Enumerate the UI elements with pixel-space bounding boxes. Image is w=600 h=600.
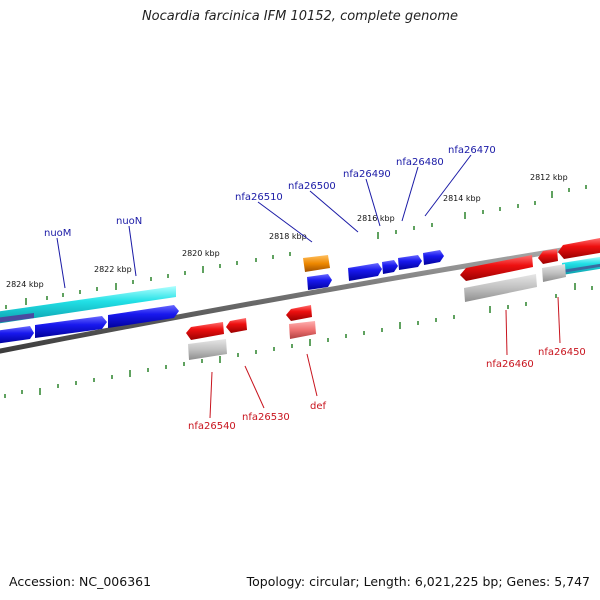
tick-label-2820: 2820 kbp [182, 249, 220, 258]
cds-shadow-4 [542, 264, 566, 282]
gene-arrow-fwd-2 [35, 316, 107, 338]
genome-summary-text: Topology: circular; Length: 6,021,225 bp… [246, 574, 590, 589]
tick-label-2812: 2812 kbp [530, 173, 568, 182]
gene-arrow-fwd-1 [0, 326, 34, 344]
genome-axis [0, 241, 600, 354]
gene-label-nuoN: nuoN [116, 216, 142, 227]
tick-labels: 2824 kbp 2822 kbp 2820 kbp 2818 kbp 2816… [6, 173, 568, 289]
gene-arrow-fwd-8 [423, 250, 444, 265]
cds-shadow-2 [289, 321, 316, 339]
gene-arrow-fwd-5 [348, 263, 382, 281]
forward-genes [0, 250, 444, 344]
label-leaders-bottom [209, 296, 561, 419]
lower-tick-track [4, 283, 593, 398]
cds-shadow-3 [464, 274, 537, 302]
gene-label-nfa26460: nfa26460 [486, 359, 534, 370]
gene-label-nfa26510: nfa26510 [235, 192, 283, 203]
gene-arrow-rev-1 [186, 322, 224, 340]
gene-arrow-fwd-7 [398, 255, 422, 270]
rna-feature [303, 255, 330, 272]
tick-label-2814: 2814 kbp [443, 194, 481, 203]
operon-bar-right-dark [562, 263, 600, 273]
tick-label-2816: 2816 kbp [357, 214, 395, 223]
operon-features [0, 256, 600, 324]
gene-arrow-rev-5 [538, 249, 558, 264]
operon-bar-left-dark [0, 313, 34, 323]
upper-tick-track [5, 185, 587, 309]
gene-arrow-rev-4 [460, 255, 533, 281]
operon-bar-left [0, 286, 176, 324]
gene-label-nfa26530: nfa26530 [242, 412, 290, 423]
accession-text: Accession: NC_006361 [9, 574, 152, 589]
gene-label-nfa26470: nfa26470 [448, 145, 496, 156]
tick-label-2822: 2822 kbp [94, 265, 132, 274]
gene-arrow-fwd-6 [382, 260, 398, 274]
tick-label-2824: 2824 kbp [6, 280, 44, 289]
gene-arrow-fwd-4 [307, 274, 332, 290]
gene-label-nfa26540: nfa26540 [188, 421, 236, 432]
gene-label-nfa26500: nfa26500 [288, 181, 336, 192]
gene-arrow-rev-3 [286, 305, 312, 321]
gene-arrow-fwd-3 [108, 305, 179, 328]
gene-label-nfa26490: nfa26490 [343, 169, 391, 180]
gene-arrow-rev-6 [558, 238, 600, 259]
gene-labels-bottom: nfa26540 nfa26530 def nfa26460 nfa26450 [188, 347, 586, 432]
tick-label-2818: 2818 kbp [269, 232, 307, 241]
gene-labels-top: nuoM nuoN nfa26510 nfa26500 nfa26490 nfa… [44, 145, 496, 239]
gene-label-def: def [310, 401, 327, 412]
cds-shadow-1 [188, 339, 227, 360]
label-leaders [56, 154, 472, 289]
gene-label-nfa26450: nfa26450 [538, 347, 586, 358]
genome-title: Nocardia farcinica IFM 10152, complete g… [141, 9, 459, 24]
gene-label-nfa26480: nfa26480 [396, 157, 444, 168]
gene-label-nuoM: nuoM [44, 228, 71, 239]
gene-arrow-rev-2 [226, 318, 247, 333]
reverse-genes [186, 238, 600, 360]
